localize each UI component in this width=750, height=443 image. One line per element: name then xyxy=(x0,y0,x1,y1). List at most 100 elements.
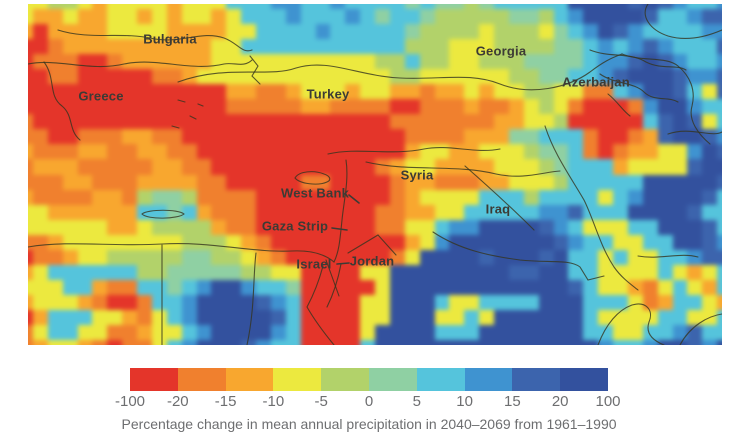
raster-cell xyxy=(181,324,197,340)
raster-cell xyxy=(77,114,93,130)
raster-cell xyxy=(300,309,316,325)
raster-cell xyxy=(717,114,722,130)
raster-cell xyxy=(642,4,658,10)
raster-cell xyxy=(687,219,703,235)
raster-cell xyxy=(226,204,242,220)
region-label-turkey: Turkey xyxy=(306,86,350,102)
raster-cell xyxy=(360,114,375,130)
raster-cell xyxy=(494,234,509,250)
raster-cell xyxy=(508,249,524,265)
raster-cell xyxy=(672,129,688,145)
raster-cell xyxy=(345,39,361,55)
raster-cell xyxy=(583,339,599,345)
scale-segment xyxy=(130,368,178,391)
raster-cell xyxy=(672,69,688,85)
raster-cell xyxy=(419,24,435,40)
raster-cell xyxy=(687,114,703,130)
raster-cell xyxy=(181,189,197,205)
raster-cell xyxy=(107,144,123,160)
raster-cell xyxy=(553,309,569,325)
raster-cell xyxy=(627,189,643,205)
raster-cell xyxy=(62,9,78,25)
raster-cell xyxy=(226,24,242,40)
raster-cell xyxy=(137,24,152,40)
raster-cell xyxy=(389,69,405,85)
raster-cell xyxy=(92,144,108,160)
raster-cell xyxy=(464,144,480,160)
raster-cell xyxy=(553,219,569,235)
raster-cell xyxy=(553,114,569,130)
raster-cell xyxy=(434,264,450,280)
raster-cell xyxy=(627,219,643,235)
raster-cell xyxy=(583,249,599,265)
raster-cell xyxy=(107,39,123,55)
raster-cell xyxy=(315,279,331,295)
raster-cell xyxy=(717,339,722,345)
raster-cell xyxy=(538,144,554,160)
raster-cell xyxy=(434,4,450,10)
raster-cell xyxy=(300,279,316,295)
raster-cell xyxy=(702,9,718,25)
raster-cell xyxy=(151,219,167,235)
raster-cell xyxy=(508,39,524,55)
raster-cell xyxy=(702,189,718,205)
raster-cell xyxy=(672,39,688,55)
raster-cell xyxy=(523,159,539,175)
raster-cell xyxy=(107,114,123,130)
raster-cell xyxy=(613,264,628,280)
raster-cell xyxy=(181,174,197,190)
raster-cell xyxy=(523,234,539,250)
raster-cell xyxy=(28,144,33,160)
raster-cell xyxy=(77,99,93,115)
raster-cell xyxy=(285,324,301,340)
raster-cell xyxy=(107,9,123,25)
raster-cell xyxy=(345,159,361,175)
sinai-red-sea-coast xyxy=(306,263,342,345)
raster-cell xyxy=(538,24,554,40)
region-label-jordan: Jordan xyxy=(349,253,395,269)
raster-cell xyxy=(598,309,613,325)
raster-cell xyxy=(181,219,197,235)
raster-cell xyxy=(137,294,152,310)
raster-cell xyxy=(717,129,722,145)
raster-cell xyxy=(538,4,554,10)
raster-cell xyxy=(181,339,197,345)
raster-cell xyxy=(122,129,137,145)
raster-cell xyxy=(613,219,628,235)
raster-cell xyxy=(389,204,405,220)
raster-cell xyxy=(285,264,301,280)
raster-cell xyxy=(568,324,584,340)
raster-cell xyxy=(92,234,108,250)
raster-cell xyxy=(211,339,227,345)
raster-cell xyxy=(434,129,450,145)
raster-cell xyxy=(151,24,167,40)
raster-cell xyxy=(92,294,108,310)
scale-segment xyxy=(368,368,417,391)
raster-cell xyxy=(47,84,63,100)
raster-cell xyxy=(479,324,494,340)
raster-cell xyxy=(62,69,78,85)
raster-cell xyxy=(241,264,256,280)
raster-cell xyxy=(523,324,539,340)
raster-cell xyxy=(360,84,375,100)
raster-cell xyxy=(538,174,554,190)
raster-cell xyxy=(47,54,63,70)
raster-cell xyxy=(419,249,435,265)
raster-cell xyxy=(479,174,494,190)
raster-cell xyxy=(375,249,390,265)
raster-cell xyxy=(687,309,703,325)
raster-cell xyxy=(583,69,599,85)
raster-cell xyxy=(77,144,93,160)
raster-cell xyxy=(256,234,271,250)
raster-cell xyxy=(642,339,658,345)
raster-cell xyxy=(657,294,673,310)
raster-cell xyxy=(270,249,286,265)
raster-cell xyxy=(404,189,420,205)
raster-cell xyxy=(702,84,718,100)
raster-cell xyxy=(598,4,613,10)
raster-cell xyxy=(404,174,420,190)
raster-cell xyxy=(47,219,63,235)
raster-cell xyxy=(32,24,48,40)
turkey-syria-border xyxy=(365,161,561,177)
raster-cell xyxy=(211,99,227,115)
